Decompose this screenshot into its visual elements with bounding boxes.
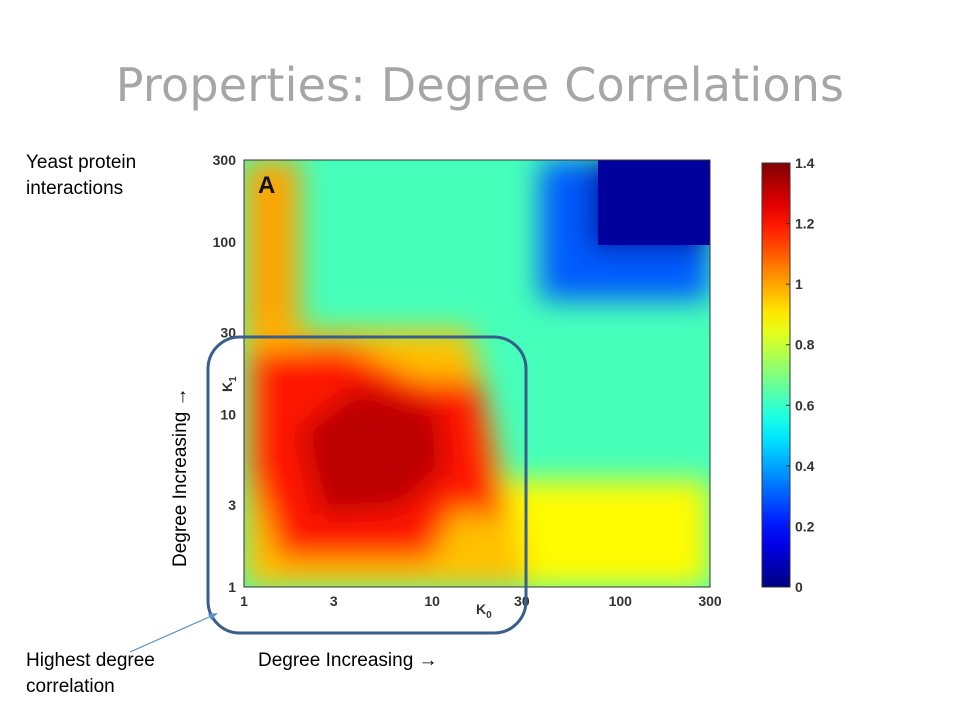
- highlight-note-line1: Highest degree: [26, 650, 155, 671]
- highlight-arrow-head: [208, 613, 218, 620]
- x-direction-note: Degree Increasing →: [258, 650, 438, 671]
- colorbar-tick-label: 1: [795, 276, 803, 292]
- colorbar-scale: [761, 162, 791, 588]
- y-tick-label: 10: [220, 407, 236, 423]
- panel-label: A: [258, 172, 275, 199]
- dataset-note-line2: interactions: [26, 178, 124, 199]
- annotation-overlay: [129, 335, 528, 653]
- y-axis-label: K1: [219, 376, 239, 392]
- heatmap-region-min: [598, 160, 710, 245]
- heatmap-frame: [243, 159, 711, 588]
- highlight-note: Highest degree correlation: [26, 648, 155, 700]
- highlight-note-line2: correlation: [26, 676, 115, 697]
- x-tick-label: 100: [609, 593, 633, 609]
- x-tick-label: 10: [424, 593, 440, 609]
- y-tick-label: 100: [213, 234, 237, 250]
- heatmap-region-correlation-core: [300, 385, 445, 515]
- y-tick-label: 3: [228, 497, 236, 513]
- x-tick-label: 300: [698, 593, 722, 609]
- heatmap-plot: [243, 159, 711, 588]
- x-tick-label: 1: [240, 593, 248, 609]
- colorbar-tick-label: 0: [795, 579, 803, 595]
- dataset-note: Yeast protein interactions: [26, 150, 136, 202]
- x-tick-label: 30: [514, 593, 530, 609]
- x-tick-label: 3: [330, 593, 338, 609]
- y-tick-label: 1: [228, 579, 236, 595]
- colorbar-tick-label: 0.2: [795, 518, 815, 534]
- dataset-note-line1: Yeast protein: [26, 152, 137, 173]
- highlight-arrow: [129, 613, 217, 653]
- colorbar-tick-label: 1.2: [795, 216, 815, 232]
- colorbar-tick-label: 0.6: [795, 397, 815, 413]
- x-axis-label: K0: [476, 601, 492, 621]
- highlight-box: [206, 335, 528, 635]
- colorbar-tick-label: 0.8: [795, 337, 815, 353]
- slide-title: Properties: Degree Correlations: [115, 58, 845, 112]
- colorbar-tick-label: 0.4: [795, 458, 815, 474]
- colorbar: 0 0.2 0.4 0.6 0.8 1 1.2 1.4: [761, 155, 815, 595]
- colorbar-tick-label: 1.4: [795, 155, 815, 171]
- y-tick-label: 300: [213, 152, 237, 168]
